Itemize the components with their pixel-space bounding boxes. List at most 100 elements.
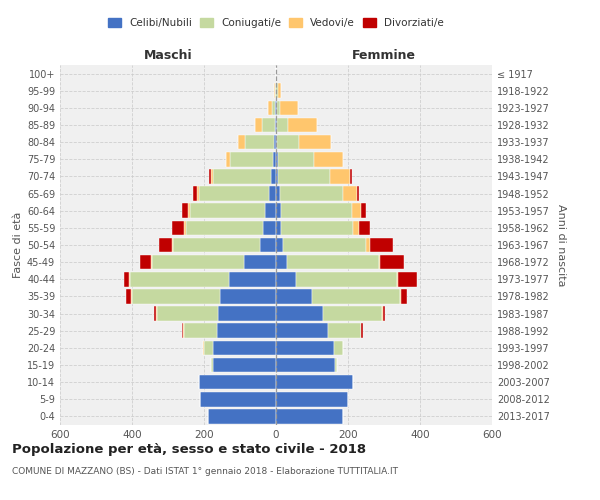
Bar (276, 220, 281, 235)
Bar (209, 169, 211, 184)
Bar (157, 306, 218, 321)
Bar (276, 186, 280, 201)
Bar (366, 238, 370, 252)
Bar (276, 375, 353, 390)
Bar (343, 186, 357, 201)
Bar (211, 358, 213, 372)
Bar (269, 186, 276, 201)
Bar (173, 238, 260, 252)
Bar (276, 272, 296, 286)
Bar (281, 220, 353, 235)
Bar (277, 135, 299, 150)
Bar (276, 392, 348, 406)
Bar (276, 340, 334, 355)
Bar (124, 272, 129, 286)
Bar (156, 306, 157, 321)
Bar (184, 324, 217, 338)
Bar (296, 272, 397, 286)
Bar (401, 289, 407, 304)
Bar (182, 324, 183, 338)
Bar (255, 118, 262, 132)
Bar (199, 186, 269, 201)
Bar (288, 118, 317, 132)
Bar (359, 220, 370, 235)
Bar (335, 358, 337, 372)
Bar (383, 306, 385, 321)
Bar (281, 204, 352, 218)
Bar (278, 169, 330, 184)
Bar (190, 204, 265, 218)
Bar (188, 204, 190, 218)
Bar (276, 169, 278, 184)
Bar (193, 186, 197, 201)
Bar (276, 358, 335, 372)
Bar (186, 220, 263, 235)
Y-axis label: Fasce di età: Fasce di età (13, 212, 23, 278)
Bar (183, 324, 184, 338)
Bar (213, 169, 271, 184)
Bar (172, 220, 184, 235)
Bar (382, 306, 383, 321)
Bar (276, 289, 312, 304)
Bar (154, 306, 156, 321)
Bar (276, 152, 278, 166)
Bar (314, 152, 343, 166)
Bar (276, 84, 278, 98)
Bar (268, 100, 272, 115)
Bar (213, 340, 276, 355)
Bar (353, 220, 359, 235)
Bar (220, 289, 276, 304)
Y-axis label: Anni di nascita: Anni di nascita (556, 204, 566, 286)
Text: Popolazione per età, sesso e stato civile - 2018: Popolazione per età, sesso e stato civil… (12, 442, 366, 456)
Bar (272, 100, 275, 115)
Bar (197, 186, 199, 201)
Bar (350, 169, 352, 184)
Bar (278, 84, 281, 98)
Bar (370, 238, 393, 252)
Bar (361, 204, 366, 218)
Bar (129, 272, 130, 286)
Bar (312, 289, 400, 304)
Bar (263, 220, 276, 235)
Bar (182, 204, 188, 218)
Bar (260, 238, 276, 252)
Bar (276, 100, 277, 115)
Text: Maschi: Maschi (143, 48, 193, 62)
Bar (172, 238, 173, 252)
Bar (357, 186, 359, 201)
Bar (379, 255, 380, 270)
Text: Femmine: Femmine (352, 48, 416, 62)
Bar (140, 255, 151, 270)
Bar (334, 340, 343, 355)
Bar (226, 152, 230, 166)
Bar (130, 272, 229, 286)
Bar (323, 306, 382, 321)
Legend: Celibi/Nubili, Coniugati/e, Vedovi/e, Divorziati/e: Celibi/Nubili, Coniugati/e, Vedovi/e, Di… (105, 14, 447, 31)
Bar (283, 238, 366, 252)
Bar (299, 135, 331, 150)
Bar (244, 255, 276, 270)
Bar (265, 204, 276, 218)
Bar (277, 118, 288, 132)
Bar (125, 289, 131, 304)
Bar (204, 340, 213, 355)
Bar (245, 135, 274, 150)
Bar (132, 289, 220, 304)
Bar (276, 135, 277, 150)
Bar (203, 340, 204, 355)
Bar (262, 118, 275, 132)
Bar (199, 375, 276, 390)
Bar (361, 324, 363, 338)
Bar (151, 255, 152, 270)
Bar (275, 100, 276, 115)
Bar (152, 255, 244, 270)
Bar (218, 306, 276, 321)
Bar (280, 186, 343, 201)
Bar (276, 238, 283, 252)
Text: COMUNE DI MAZZANO (BS) - Dati ISTAT 1° gennaio 2018 - Elaborazione TUTTITALIA.IT: COMUNE DI MAZZANO (BS) - Dati ISTAT 1° g… (12, 468, 398, 476)
Bar (352, 204, 361, 218)
Bar (287, 255, 379, 270)
Bar (211, 169, 213, 184)
Bar (217, 324, 276, 338)
Bar (276, 324, 328, 338)
